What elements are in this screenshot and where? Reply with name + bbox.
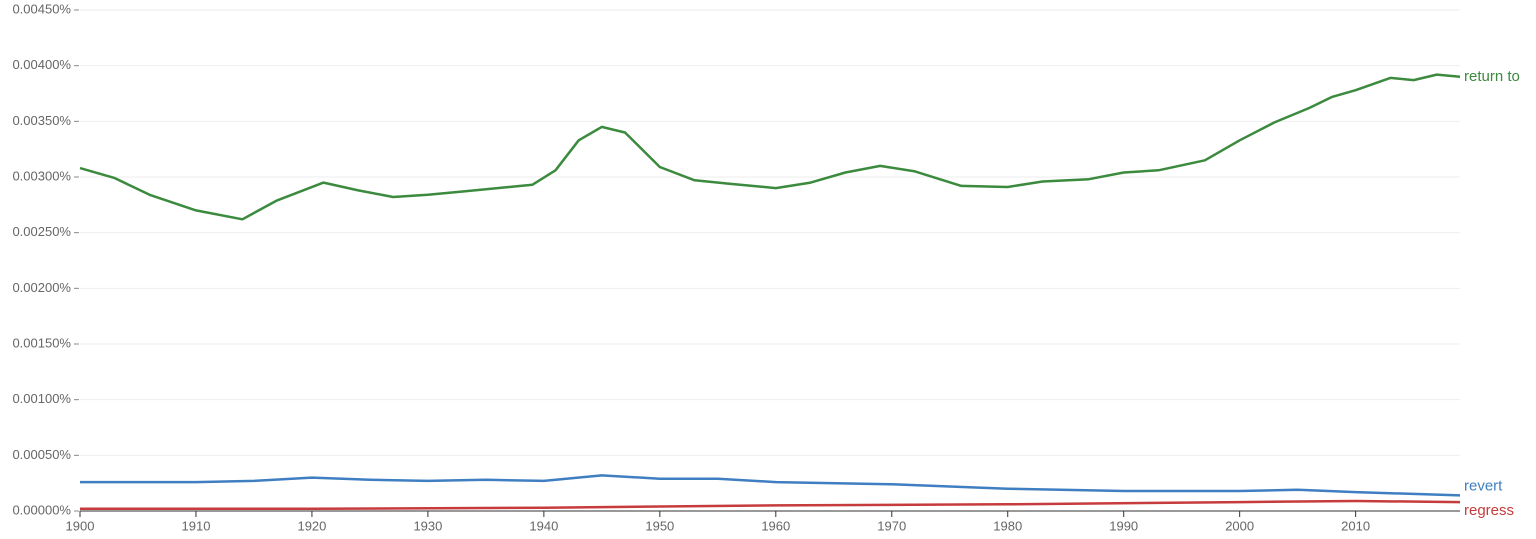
x-tick-label: 2010 <box>1341 518 1370 533</box>
x-tick-label: 1950 <box>645 518 674 533</box>
x-tick-label: 1970 <box>877 518 906 533</box>
series-label: revert <box>1464 477 1503 494</box>
y-tick-label: 0.00150% <box>12 335 71 350</box>
x-tick-label: 1990 <box>1109 518 1138 533</box>
x-tick-label: 2000 <box>1225 518 1254 533</box>
y-tick-label: 0.00400% <box>12 57 71 72</box>
y-tick-label: 0.00100% <box>12 391 71 406</box>
x-tick-label: 1960 <box>761 518 790 533</box>
x-tick-label: 1980 <box>993 518 1022 533</box>
line <box>80 499 1461 511</box>
y-tick-label: 0.00300% <box>12 168 71 183</box>
y-tick-label: 0.00250% <box>12 224 71 239</box>
series-label: return to <box>1464 68 1520 85</box>
line <box>79 73 1461 221</box>
y-tick-label: 0.00050% <box>12 447 71 462</box>
y-tick-label: 0.00200% <box>12 280 71 295</box>
x-tick-label: 1940 <box>529 518 558 533</box>
y-tick-label: 0.00450% <box>12 1 71 16</box>
y-tick-label: 0.00350% <box>12 113 71 128</box>
y-tick-label: 0.00000% <box>12 502 71 517</box>
x-tick-label: 1910 <box>182 518 211 533</box>
x-tick-label: 1930 <box>413 518 442 533</box>
x-tick-label: 1920 <box>297 518 326 533</box>
line <box>80 474 1461 497</box>
series-label: regress <box>1464 502 1514 519</box>
x-tick-label: 1900 <box>66 518 95 533</box>
